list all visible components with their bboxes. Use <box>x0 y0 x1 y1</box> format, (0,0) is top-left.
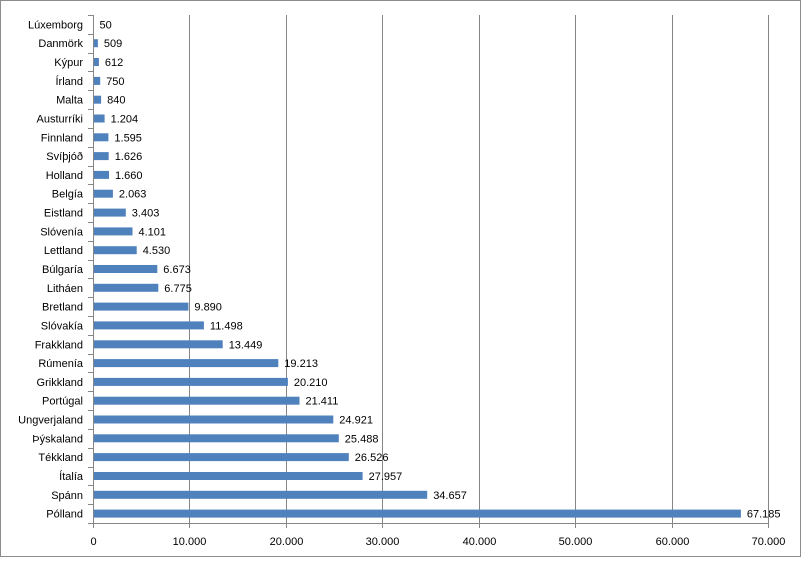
category-label: Holland <box>46 170 83 182</box>
category-label: Búlgaría <box>42 264 84 276</box>
bar <box>93 396 300 405</box>
value-label: 2.063 <box>119 189 147 201</box>
bar <box>93 283 159 292</box>
category-label: Eistland <box>44 208 83 220</box>
x-tick-label: 60.000 <box>656 536 690 548</box>
category-label: Svíþjóð <box>46 151 83 163</box>
category-label: Danmörk <box>38 38 83 50</box>
category-label: Lettland <box>44 245 83 257</box>
bar <box>93 133 109 142</box>
bar <box>93 509 741 518</box>
category-label: Bretland <box>42 302 83 314</box>
bar <box>93 227 133 236</box>
bar <box>93 415 334 424</box>
value-label: 1.595 <box>114 132 142 144</box>
x-tick-label: 0 <box>90 536 96 548</box>
x-tick-label: 20.000 <box>270 536 304 548</box>
labels: Lúxemborg 50 Danmörk 509 Kýpur 612 Írland 750 Ma… <box>18 19 785 548</box>
category-label: Ítalía <box>59 470 84 483</box>
axes <box>88 15 769 528</box>
value-label: 24.921 <box>339 415 373 427</box>
category-label: Belgía <box>52 189 84 201</box>
bar <box>93 472 363 480</box>
bar <box>93 490 428 499</box>
value-label: 6.775 <box>164 283 192 295</box>
category-label: Slóvenía <box>40 226 84 238</box>
bar <box>93 321 204 330</box>
bar <box>93 189 113 198</box>
bar <box>93 377 288 386</box>
bar <box>93 340 223 349</box>
category-label: Finnland <box>41 132 83 144</box>
x-tick-label: 50.000 <box>559 536 593 548</box>
value-label: 1.204 <box>111 114 139 126</box>
value-label: 67.185 <box>747 509 781 521</box>
category-label: Spánn <box>51 490 83 502</box>
bar <box>93 152 109 161</box>
value-label: 34.657 <box>433 490 467 502</box>
value-label: 3.403 <box>132 208 160 220</box>
value-label: 1.626 <box>115 151 143 163</box>
value-label: 4.101 <box>139 226 167 238</box>
category-label: Ungverjaland <box>18 415 83 427</box>
value-label: 25.488 <box>345 433 379 445</box>
category-label: Litháen <box>47 283 83 295</box>
category-label: Lúxemborg <box>28 19 83 31</box>
bars <box>93 20 741 518</box>
bar <box>93 95 102 104</box>
value-label: 26.526 <box>355 452 389 464</box>
category-label: Kýpur <box>54 57 83 69</box>
value-label: 21.411 <box>306 396 339 408</box>
value-label: 13.449 <box>229 339 263 351</box>
bar <box>93 76 101 85</box>
bar <box>93 114 105 123</box>
gridlines <box>189 15 769 523</box>
value-label: 4.530 <box>143 245 171 257</box>
value-label: 6.673 <box>163 264 191 276</box>
value-label: 27.957 <box>369 471 403 483</box>
bar <box>93 39 98 48</box>
value-label: 19.213 <box>284 358 318 370</box>
category-label: Frakkland <box>35 339 83 351</box>
x-tick-label: 70.000 <box>752 536 786 548</box>
value-label: 612 <box>105 57 123 69</box>
x-tick-label: 30.000 <box>366 536 400 548</box>
category-label: Írland <box>55 75 83 88</box>
value-label: 50 <box>100 19 112 31</box>
value-label: 9.890 <box>194 302 222 314</box>
category-label: Tékkland <box>38 452 83 464</box>
bar <box>93 246 137 255</box>
bar <box>93 170 109 179</box>
value-label: 20.210 <box>294 377 328 389</box>
value-label: 1.660 <box>115 170 143 182</box>
bar <box>93 359 279 368</box>
category-label: Grikkland <box>37 377 83 389</box>
value-label: 11.498 <box>210 320 243 332</box>
bar <box>93 453 349 462</box>
value-label: 840 <box>107 95 125 107</box>
bar <box>93 302 189 311</box>
category-label: Malta <box>56 95 84 107</box>
category-label: Pólland <box>46 509 83 521</box>
x-tick-label: 40.000 <box>463 536 497 548</box>
category-label: Þýskaland <box>32 433 83 445</box>
category-label: Rúmenía <box>38 358 84 370</box>
value-label: 750 <box>106 76 124 88</box>
bar <box>93 434 339 443</box>
bar <box>93 58 99 66</box>
value-label: 509 <box>104 38 122 50</box>
bar <box>93 208 126 217</box>
category-label: Portúgal <box>42 396 83 408</box>
bar <box>93 265 158 273</box>
category-label: Austurríki <box>37 114 83 126</box>
x-tick-label: 10.000 <box>173 536 207 548</box>
category-label: Slóvakía <box>41 320 84 332</box>
